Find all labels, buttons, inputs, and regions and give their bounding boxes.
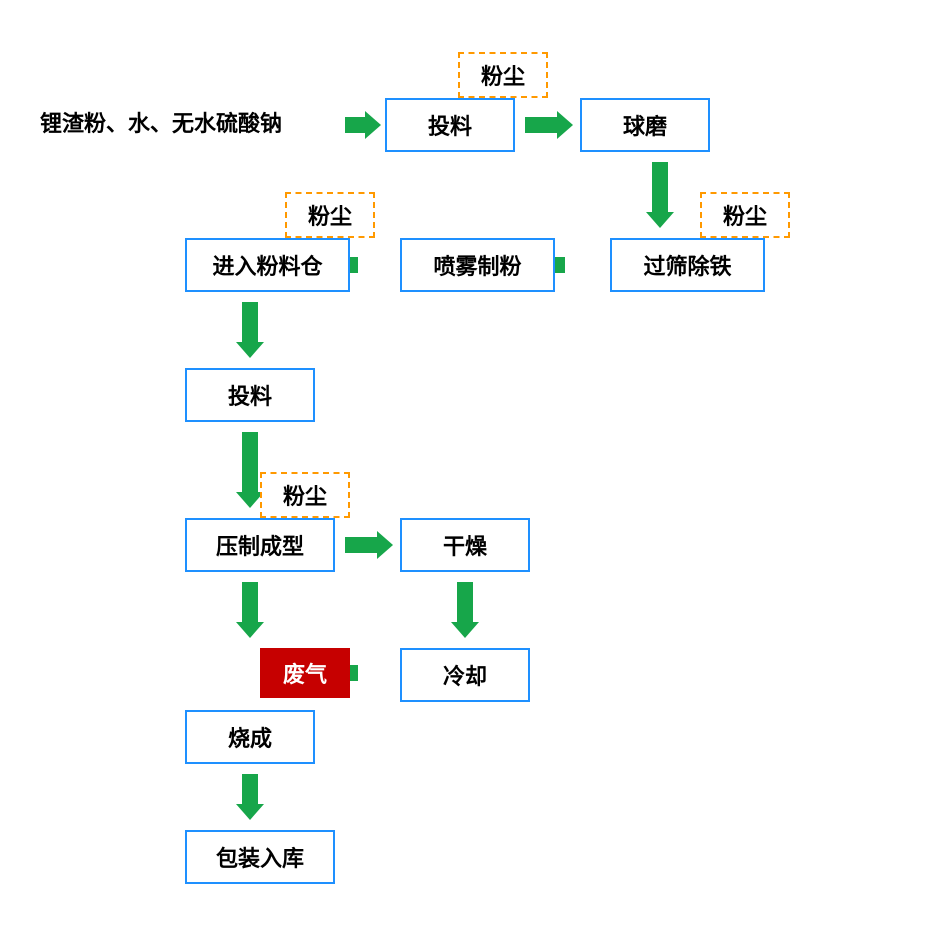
arrow-a2 xyxy=(525,111,573,139)
node-n_guoshai_d: 粉尘 xyxy=(700,192,790,238)
node-n_qiumo: 球磨 xyxy=(580,98,710,152)
node-n_dry: 干燥 xyxy=(400,518,530,572)
node-n_press: 压制成型 xyxy=(185,518,335,572)
arrow-a12 xyxy=(236,774,264,820)
arrow-a1 xyxy=(345,111,381,139)
node-label: 锂渣粉、水、无水硫酸钠 xyxy=(40,106,282,138)
node-n_waste: 废气 xyxy=(260,648,350,698)
node-label: 投料 xyxy=(428,109,472,141)
node-label: 废气 xyxy=(283,657,327,689)
node-n_guoshai: 过筛除铁 xyxy=(610,238,765,292)
node-label: 粉尘 xyxy=(723,199,767,231)
arrow-a6 xyxy=(236,302,264,358)
arrow-a8 xyxy=(345,531,393,559)
node-label: 喷雾制粉 xyxy=(433,249,521,281)
node-n_toul2: 投料 xyxy=(185,368,315,422)
node-n_penwu: 喷雾制粉 xyxy=(400,238,555,292)
flowchart-canvas: 锂渣粉、水、无水硫酸钠投料粉尘球磨过筛除铁粉尘喷雾制粉进入粉料仓粉尘投料压制成型… xyxy=(0,0,948,940)
node-n_cool: 冷却 xyxy=(400,648,530,702)
node-label: 粉尘 xyxy=(283,479,327,511)
node-label: 干燥 xyxy=(443,529,487,561)
node-n_fire: 烧成 xyxy=(185,710,315,764)
node-label: 包装入库 xyxy=(216,841,304,873)
node-n_press_d: 粉尘 xyxy=(260,472,350,518)
node-label: 投料 xyxy=(228,379,272,411)
arrow-a3 xyxy=(646,162,674,228)
node-label: 压制成型 xyxy=(216,529,304,561)
node-label: 球磨 xyxy=(623,109,667,141)
node-label: 过筛除铁 xyxy=(643,249,731,281)
node-n_pack: 包装入库 xyxy=(185,830,335,884)
node-label: 粉尘 xyxy=(308,199,352,231)
node-label: 冷却 xyxy=(443,659,487,691)
node-n_silo_d: 粉尘 xyxy=(285,192,375,238)
node-n_silo: 进入粉料仓 xyxy=(185,238,350,292)
node-label: 烧成 xyxy=(228,721,272,753)
node-label: 粉尘 xyxy=(481,59,525,91)
arrow-a9 xyxy=(236,582,264,638)
node-n_toul1: 投料 xyxy=(385,98,515,152)
node-input_label: 锂渣粉、水、无水硫酸钠 xyxy=(40,102,340,142)
arrow-a10 xyxy=(451,582,479,638)
node-n_toul1_d: 粉尘 xyxy=(458,52,548,98)
node-label: 进入粉料仓 xyxy=(212,249,322,281)
